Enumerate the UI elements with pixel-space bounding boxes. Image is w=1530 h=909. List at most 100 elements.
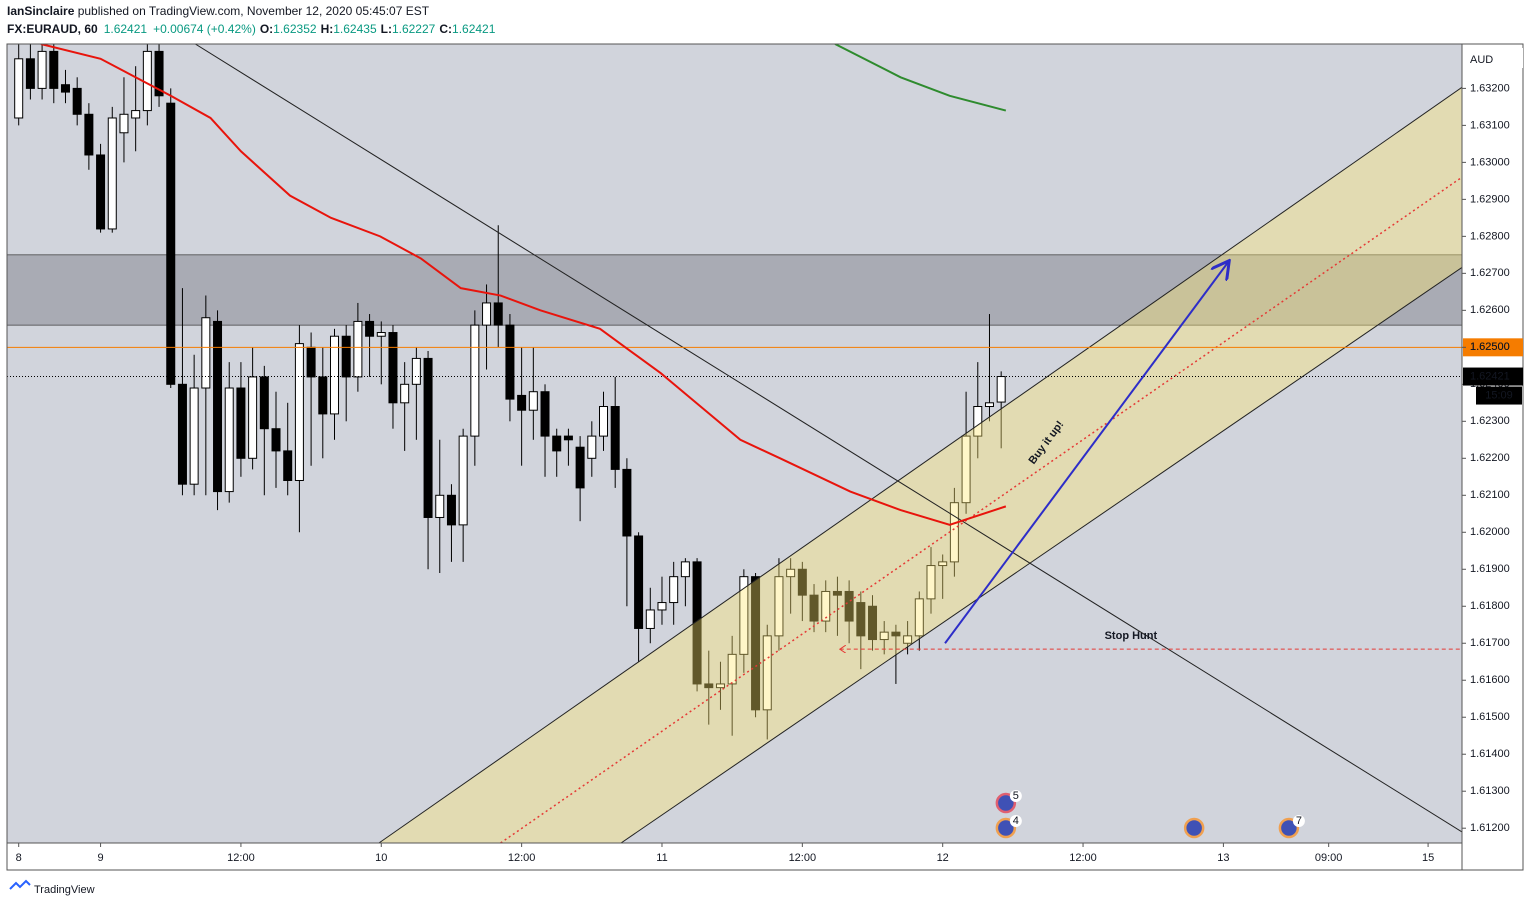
moving-average [40, 44, 1007, 526]
candle-body [201, 317, 211, 389]
x-tick-label: 12:00 [227, 852, 255, 864]
candle-body [25, 58, 35, 89]
candle-body [72, 87, 82, 115]
candle-body [458, 435, 468, 526]
author: IanSinclaire [7, 4, 75, 18]
event-badge [1292, 815, 1305, 827]
last-price-label-bg [1463, 367, 1523, 386]
candle-body [891, 631, 901, 637]
candle-body [692, 561, 702, 685]
y-tick-label: 1.61300 [1470, 785, 1510, 797]
candle-body [306, 346, 316, 378]
countdown: 15:09 [1485, 389, 1513, 401]
candle-body [821, 590, 831, 622]
candle-body [669, 576, 679, 604]
candle-body [37, 50, 47, 89]
candle-body [809, 594, 819, 622]
candle-body [587, 435, 597, 459]
candle-body [84, 113, 94, 156]
x-tick-label: 9 [98, 852, 104, 864]
symbol: FX:EURAUD, 60 [7, 22, 98, 36]
y-tick-label: 1.62500 [1470, 341, 1510, 353]
candle-body [715, 683, 725, 689]
y-tick-label: 1.63200 [1470, 82, 1510, 94]
candle-body [271, 428, 281, 452]
candle-body [177, 383, 187, 485]
candle-body [470, 324, 480, 437]
change: +0.00674 (+0.42%) [153, 22, 256, 36]
candle-body [739, 576, 749, 655]
candle-body [224, 387, 234, 493]
header-line: IanSinclaire published on TradingView.co… [7, 4, 430, 18]
candle-body [996, 376, 1006, 403]
y-tick-label: 1.62000 [1470, 526, 1510, 538]
event-badge-number: 7 [1296, 815, 1302, 827]
candle-body [704, 683, 714, 689]
candle-body [236, 387, 246, 459]
y-tick-label: 1.63000 [1470, 156, 1510, 168]
y-tick-label: 1.62700 [1470, 267, 1510, 279]
candle-body [797, 568, 807, 596]
candle-body [938, 561, 948, 567]
event-badge [1009, 790, 1022, 802]
candle-body [248, 376, 258, 459]
candle-body [294, 343, 304, 481]
candle-body [446, 494, 456, 526]
candle-body [482, 302, 492, 326]
candle-body [154, 50, 164, 97]
ohlc-key: O: [260, 22, 273, 36]
y-tick-label: 1.61700 [1470, 637, 1510, 649]
candle-body [283, 450, 293, 481]
event-icon [1278, 817, 1300, 839]
x-tick-label: 8 [16, 852, 22, 864]
frame [6, 43, 1524, 871]
y-tick-label: 1.61200 [1470, 822, 1510, 834]
candle-body [505, 324, 515, 400]
candle-body [353, 320, 363, 378]
y-tick-label: 1.61500 [1470, 711, 1510, 723]
x-tick-label: 12:00 [508, 852, 536, 864]
candle-body [961, 435, 971, 504]
candle-body [973, 406, 983, 437]
candle-body [727, 653, 737, 685]
candle-body [926, 565, 936, 600]
ohlc-value: 1.62421 [452, 22, 496, 36]
event-icon [995, 792, 1017, 814]
y-tick-label: 1.61600 [1470, 674, 1510, 686]
candle-body [622, 468, 632, 537]
candle-body [14, 58, 24, 119]
candle-body [879, 631, 889, 641]
candle-body [166, 102, 176, 385]
candle-body [259, 376, 269, 430]
candle-body [751, 576, 761, 711]
candle-body [435, 494, 445, 518]
ohlc-value: 1.62227 [392, 22, 436, 36]
candle-body [119, 113, 129, 134]
candle-body [131, 110, 141, 119]
candle-body [411, 357, 421, 385]
event-icon [1183, 817, 1205, 839]
y-tick-label: 1.62300 [1470, 415, 1510, 427]
event-icon [995, 817, 1017, 839]
candle-body [189, 387, 199, 485]
brand: TradingView [34, 884, 95, 896]
ohlc-value: 1.62435 [333, 22, 377, 36]
trendline [195, 44, 1462, 833]
candle-body [844, 590, 854, 622]
candle-body [528, 391, 538, 411]
ohlc-value: 1.62352 [273, 22, 317, 36]
countdown-bg [1476, 386, 1522, 405]
symbol-line: FX:EURAUD, 60 1.62421 +0.00674 (+0.42%) O:1… [7, 22, 496, 36]
stop-label: Stop Hunt [1105, 630, 1158, 642]
candle-body [60, 84, 70, 93]
y-tick-label: 1.62900 [1470, 193, 1510, 205]
x-tick-label: 11 [656, 852, 667, 864]
x-tick-label: 12:00 [789, 852, 817, 864]
candle-body [634, 535, 644, 629]
logo [9, 879, 31, 890]
candle-body [868, 605, 878, 641]
candle-body [984, 402, 994, 408]
candle-body [856, 602, 866, 637]
candle-body [329, 335, 339, 415]
